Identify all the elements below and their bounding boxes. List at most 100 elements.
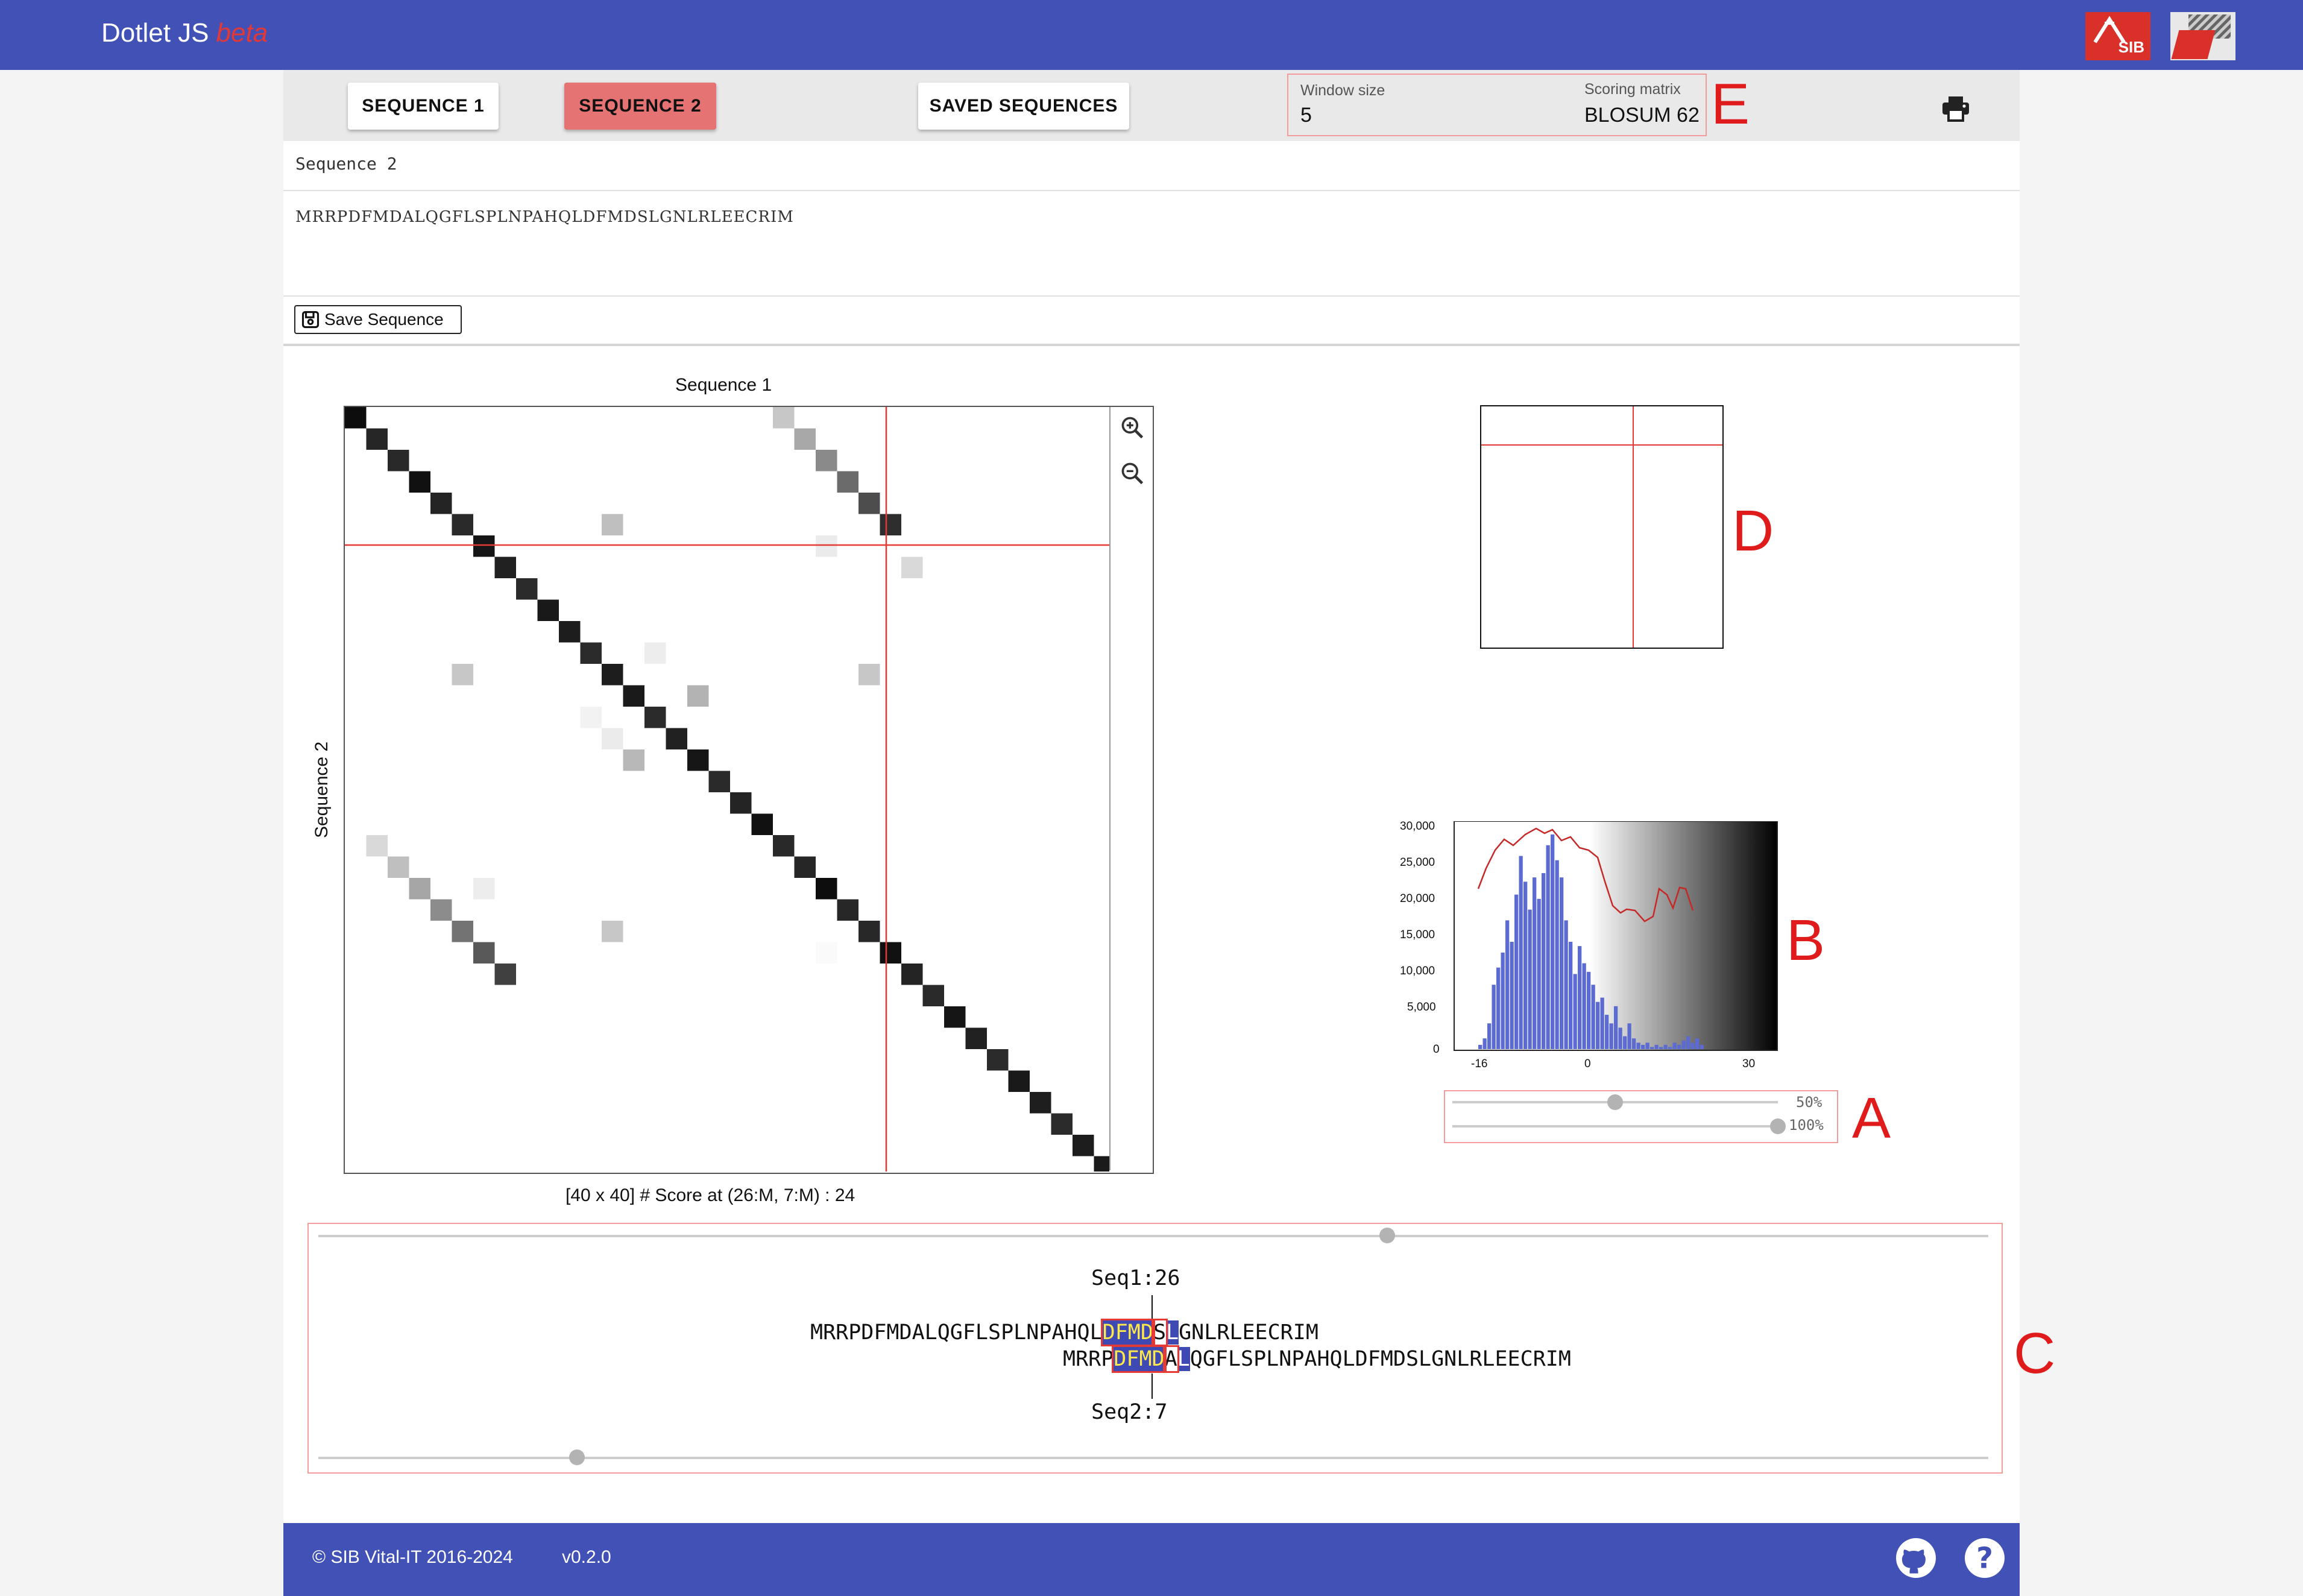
- dot-cell: [623, 685, 644, 707]
- seq2-center: A: [1162, 1345, 1179, 1373]
- help-icon[interactable]: ?: [1963, 1536, 2006, 1583]
- app-header: [0, 0, 2303, 70]
- seq2-scroll-track[interactable]: [318, 1457, 1988, 1459]
- dot-cell: [430, 899, 452, 921]
- vital-it-logo[interactable]: [2170, 12, 2235, 60]
- histogram-bar: [1614, 1006, 1618, 1049]
- footer-version: v0.2.0: [562, 1547, 611, 1567]
- marker-e: E: [1711, 72, 1750, 136]
- scoring-matrix-label: Scoring matrix: [1584, 81, 1681, 98]
- dot-cell: [922, 985, 944, 1006]
- dot-cell: [602, 921, 623, 942]
- dot-cell: [623, 749, 644, 771]
- footer-copyright: © SIB Vital-IT 2016-2024: [312, 1547, 513, 1567]
- overview-minimap[interactable]: [1480, 405, 1724, 649]
- scoring-matrix-select[interactable]: BLOSUM 62: [1584, 104, 1700, 127]
- histogram-bar: [1695, 1038, 1700, 1049]
- dot-cell: [1008, 1070, 1030, 1092]
- dot-cell: [773, 835, 795, 857]
- dot-cell: [345, 407, 367, 429]
- histogram-bar: [1623, 1036, 1627, 1049]
- histogram-bar: [1672, 1042, 1677, 1049]
- zoom-out-icon[interactable]: [1119, 460, 1145, 487]
- histogram-bar: [1645, 1042, 1649, 1049]
- histogram-bar: [1578, 946, 1582, 1049]
- dot-cell: [794, 856, 816, 878]
- hist-x-tick: 30: [1742, 1058, 1756, 1070]
- tab-sequence-2[interactable]: SEQUENCE 2: [564, 83, 716, 130]
- histogram-bar: [1555, 860, 1559, 1049]
- histogram-bar: [1618, 1027, 1622, 1049]
- marker-d: D: [1732, 499, 1774, 563]
- dot-cell: [730, 792, 752, 814]
- hist-y-tick: 15,000: [1400, 929, 1435, 941]
- dot-cell: [1030, 1092, 1051, 1114]
- dotplot-canvas[interactable]: [344, 406, 1154, 1174]
- sib-logo[interactable]: SIB: [2085, 12, 2150, 60]
- seq1-scroll-track[interactable]: [318, 1235, 1988, 1237]
- hist-x-tick: -16: [1471, 1058, 1488, 1070]
- seq2-window: DFMD: [1112, 1345, 1167, 1373]
- hist-y-tick: 20,000: [1400, 892, 1435, 905]
- overview-crosshair-v: [1633, 406, 1634, 648]
- dot-cell: [751, 813, 773, 835]
- histogram-bar: [1654, 1044, 1659, 1049]
- seq1-right: GNLRLEECRIM: [1179, 1320, 1318, 1345]
- window-size-input[interactable]: 5: [1300, 104, 1312, 127]
- histogram-bar: [1636, 1042, 1640, 1049]
- github-icon[interactable]: [1894, 1536, 1938, 1583]
- save-sequence-button[interactable]: Save Sequence: [294, 305, 462, 334]
- dot-cell: [816, 535, 837, 557]
- dot-cell: [366, 835, 388, 857]
- dot-cell: [1051, 1113, 1073, 1135]
- seq1-after: L: [1166, 1320, 1179, 1345]
- histogram-bar: [1650, 1047, 1654, 1049]
- printer-icon[interactable]: [1941, 95, 1970, 125]
- tab-saved-sequences-label: SAVED SEQUENCES: [929, 96, 1118, 116]
- svg-text:?: ?: [1976, 1542, 1993, 1575]
- histogram-bar: [1686, 1036, 1690, 1049]
- dot-cell: [794, 428, 816, 450]
- seq2-scroll-thumb[interactable]: [569, 1449, 585, 1465]
- histogram-bar: [1663, 1044, 1668, 1049]
- dot-cell: [859, 493, 880, 514]
- dot-cell: [816, 450, 837, 472]
- dot-cell: [1073, 1135, 1094, 1156]
- seq1-scroll-thumb[interactable]: [1379, 1228, 1395, 1243]
- histogram-bar: [1537, 898, 1541, 1049]
- tab-saved-sequences[interactable]: SAVED SEQUENCES: [918, 83, 1129, 130]
- hist-x-tick: 0: [1584, 1058, 1591, 1070]
- sib-logo-text: SIB: [2118, 38, 2144, 56]
- dot-cell: [409, 471, 430, 493]
- upper-slider-thumb[interactable]: [1770, 1118, 1786, 1134]
- marker-c: C: [2014, 1321, 2056, 1386]
- histogram-bar: [1478, 1044, 1482, 1049]
- upper-slider-track[interactable]: [1452, 1125, 1778, 1128]
- tab-sequence-1[interactable]: SEQUENCE 1: [348, 83, 499, 130]
- save-icon: [301, 311, 320, 329]
- seq2-right: QGFLSPLNPAHQLDFMDSLGNLRLEECRIM: [1189, 1347, 1571, 1371]
- zoom-in-icon[interactable]: [1119, 414, 1145, 441]
- tab-sequence-2-label: SEQUENCE 2: [579, 96, 702, 116]
- tab-sequence-1-label: SEQUENCE 1: [362, 96, 485, 116]
- histogram-bar: [1596, 1001, 1600, 1049]
- dot-cell: [580, 642, 602, 664]
- lower-slider-thumb[interactable]: [1607, 1094, 1623, 1110]
- histogram-bar: [1523, 882, 1528, 1049]
- alignment-viewer: [307, 1223, 2003, 1474]
- dot-cell: [452, 514, 473, 535]
- dot-cell: [944, 1006, 966, 1028]
- dot-cell: [473, 535, 495, 557]
- dot-cell: [473, 942, 495, 964]
- seq2-after: L: [1177, 1347, 1190, 1371]
- hist-y-tick: 25,000: [1400, 856, 1435, 869]
- sequence-textarea[interactable]: MRRPDFMDALQGFLSPLNPAHQLDFMDSLGNLRLEECRIM: [295, 208, 794, 226]
- dotplot-svg[interactable]: [345, 407, 1109, 1172]
- histogram-bar: [1641, 1044, 1645, 1049]
- histogram-bar: [1496, 967, 1501, 1049]
- sequence-panel-label: Sequence 2: [295, 154, 397, 174]
- histogram-bar: [1492, 985, 1496, 1049]
- seq1-center: S: [1151, 1319, 1168, 1346]
- seq1-position-label: Seq1:26: [1091, 1266, 1180, 1290]
- dot-cell: [965, 1027, 987, 1049]
